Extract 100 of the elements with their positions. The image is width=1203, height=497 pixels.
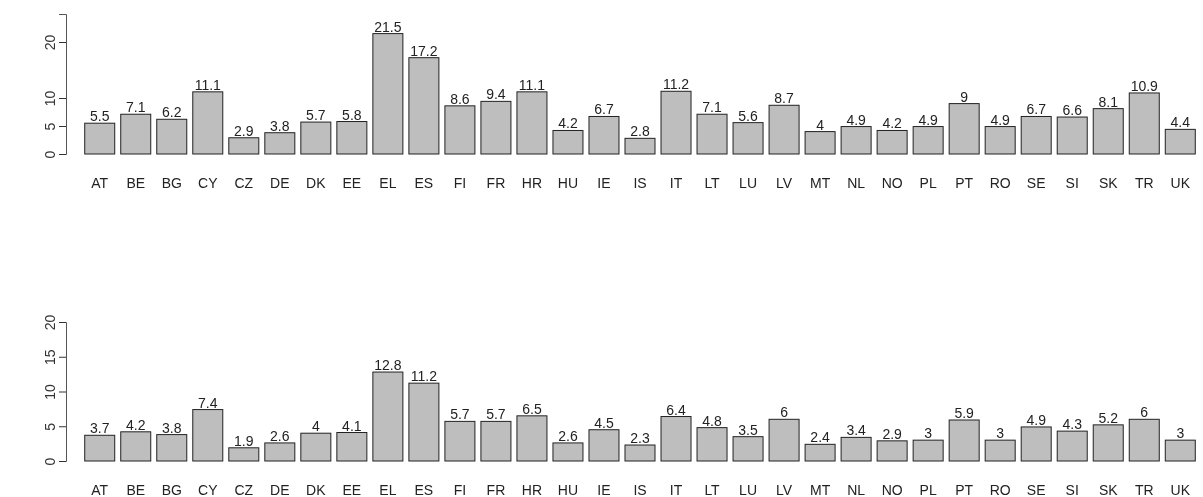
bar (192, 91, 224, 155)
data-label: 5.5 (89, 108, 110, 125)
y-tick-label: 10 (41, 384, 58, 400)
x-tick-label: LT (704, 482, 721, 497)
bar (912, 126, 944, 155)
data-label: 4 (311, 418, 320, 435)
x-tick-label: IE (597, 175, 611, 191)
x-tick-label: PL (919, 175, 937, 191)
y-tick-label: 15 (41, 349, 58, 366)
x-tick-label: CY (198, 482, 219, 497)
bar (264, 442, 296, 462)
bar (696, 427, 728, 462)
bar (732, 436, 764, 462)
bar (444, 105, 476, 155)
data-label: 5.9 (954, 404, 975, 421)
data-label: 5.7 (306, 107, 326, 124)
data-label: 4.2 (558, 115, 578, 132)
data-label: 1.9 (234, 432, 254, 449)
y-tick-label: 0 (41, 457, 58, 466)
bar (336, 121, 368, 155)
data-label: 6.7 (594, 101, 614, 118)
data-label: 12.8 (374, 357, 402, 374)
x-tick-label: TR (1134, 482, 1154, 497)
x-tick-label: TR (1134, 175, 1154, 191)
x-tick-label: ES (414, 482, 434, 497)
bar (156, 434, 188, 462)
bar (480, 100, 512, 155)
bar (552, 442, 584, 462)
bar (588, 429, 620, 462)
data-label: 9 (960, 88, 969, 105)
y-tick-label: 20 (41, 34, 58, 51)
data-label: 4.1 (342, 417, 362, 434)
x-tick-label: LU (739, 482, 758, 497)
data-label: 6.2 (162, 104, 182, 121)
data-label: 5.2 (1098, 409, 1119, 426)
bar (336, 432, 368, 462)
data-label: 4.4 (1170, 114, 1191, 131)
data-label: 2.8 (630, 123, 650, 140)
data-label: 9.4 (486, 86, 506, 103)
x-tick-label: RO (989, 482, 1011, 497)
x-tick-label: LU (739, 175, 758, 191)
bar (228, 137, 260, 155)
x-tick-label: LV (776, 482, 793, 497)
bar (372, 33, 404, 155)
x-tick-label: RO (989, 175, 1011, 191)
x-tick-label: PT (955, 482, 974, 497)
data-label: 3.7 (89, 420, 110, 437)
x-tick-label: BE (126, 175, 146, 191)
x-tick-label: IT (669, 482, 683, 497)
x-tick-label: SE (1026, 482, 1046, 497)
x-tick-label: CY (198, 175, 219, 191)
x-tick-label: DE (270, 175, 290, 191)
data-label: 17.2 (410, 42, 438, 59)
x-tick-label: FR (486, 482, 506, 497)
bar (1128, 92, 1160, 155)
bar (300, 432, 332, 462)
data-label: 2.9 (234, 122, 254, 139)
y-tick-label: 5 (41, 122, 58, 131)
data-label: 11.2 (410, 368, 438, 385)
bar (1056, 430, 1088, 462)
data-label: 6.6 (1062, 102, 1083, 119)
x-tick-label: FI (453, 175, 467, 191)
bar (660, 90, 692, 155)
bar (84, 434, 116, 462)
bar (588, 115, 620, 155)
bar (1056, 116, 1088, 155)
bar (264, 132, 296, 155)
data-label: 4.2 (126, 416, 146, 433)
bar (804, 131, 836, 155)
x-tick-label: UK (1170, 482, 1191, 497)
data-label: 4.9 (1026, 411, 1047, 428)
data-label: 7.1 (702, 99, 722, 116)
data-label: 2.6 (270, 427, 290, 444)
data-label: 6.4 (666, 401, 686, 418)
data-label: 3 (996, 425, 1005, 442)
x-tick-label: IT (669, 175, 683, 191)
data-label: 4.9 (990, 111, 1011, 128)
x-tick-label: MT (809, 482, 831, 497)
data-label: 2.9 (882, 425, 903, 442)
data-label: 4 (816, 116, 825, 133)
data-label: 4.8 (702, 412, 722, 429)
x-tick-label: SK (1098, 175, 1119, 191)
y-tick-label: 10 (41, 90, 58, 107)
data-label: 6.7 (1026, 101, 1047, 118)
bar (228, 447, 260, 462)
data-label: 2.3 (630, 430, 650, 447)
bar (516, 415, 548, 462)
x-tick-label: SI (1065, 175, 1079, 191)
bar (912, 439, 944, 462)
x-tick-label: LT (704, 175, 721, 191)
data-label: 11.2 (662, 76, 690, 93)
data-label: 5.7 (450, 406, 470, 423)
bar (660, 416, 692, 462)
data-label: 4.5 (594, 414, 614, 431)
bar (1164, 128, 1196, 155)
x-tick-label: IS (633, 482, 647, 497)
data-label: 3.5 (738, 421, 758, 438)
data-label: 7.1 (126, 99, 146, 116)
bar (876, 129, 908, 155)
bar (444, 420, 476, 462)
